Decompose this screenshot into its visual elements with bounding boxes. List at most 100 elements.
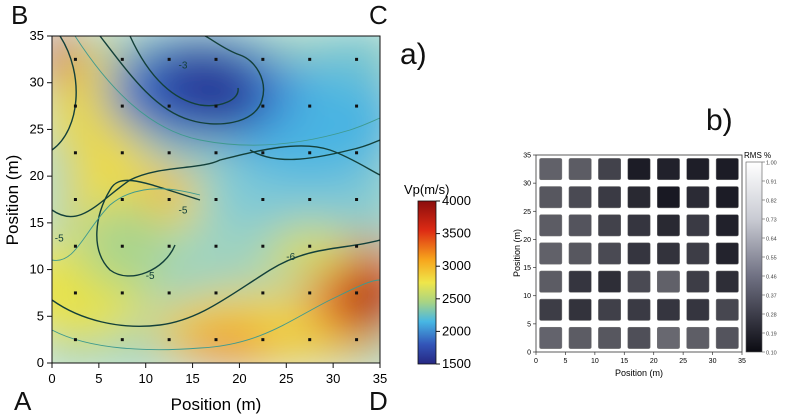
sample-point: [167, 104, 171, 108]
sample-point: [261, 151, 265, 155]
rms-colorbar-tick-label: 0.64: [766, 237, 777, 243]
rms-colorbar: [745, 161, 763, 353]
sample-point: [120, 291, 124, 295]
sample-point: [355, 57, 359, 61]
sample-point: [120, 198, 124, 201]
rms-cell: [656, 298, 680, 321]
sample-point: [73, 291, 77, 295]
rms-cell: [627, 326, 651, 349]
sample-point: [355, 198, 359, 201]
sample-point: [261, 104, 265, 108]
plot-frame: [51, 35, 381, 364]
y-tick-label: 5: [37, 308, 44, 323]
corner-label-top-right: C: [369, 0, 388, 30]
sample-point: [167, 338, 171, 342]
rms-cell: [715, 242, 739, 265]
contour-label: -6: [286, 252, 295, 263]
sample-point: [355, 151, 359, 155]
sample-point: [120, 244, 124, 248]
velocity-map-chart: -3-5-5-6-5 0 5 10 15 20 25 30 3505101520253035 …: [3, 28, 471, 414]
sample-point: [73, 57, 77, 61]
sample-point: [261, 198, 265, 201]
rms-y-tick-label: 35: [523, 153, 531, 160]
contour-label: -3: [179, 61, 188, 72]
rms-colorbar-tick-label: 1.00: [766, 161, 777, 167]
rms-cell: [568, 242, 592, 265]
y-axis-label: Position (m): [3, 155, 22, 246]
sample-point: [308, 198, 312, 201]
rms-cell: [627, 214, 651, 237]
rms-colorbar-tick-label: 0.28: [766, 313, 777, 319]
y-tick-label: 20: [30, 168, 44, 183]
rms-cell: [598, 158, 622, 181]
rms-colorbar-tick-label: 0.91: [766, 180, 777, 186]
rms-x-tick-label: 5: [563, 358, 567, 365]
rms-y-tick-label: 25: [523, 209, 531, 216]
rms-cell: [686, 242, 710, 265]
sample-point: [73, 338, 77, 342]
sample-point: [167, 291, 171, 295]
x-tick-label: 20: [232, 371, 246, 386]
sample-point: [214, 198, 218, 201]
colorbar-tick-label: 1500: [442, 356, 471, 371]
rms-x-tick-label: 35: [738, 358, 746, 365]
rms-colorbar-tick-label: 0.19: [766, 332, 777, 338]
y-tick-label: 35: [30, 28, 44, 43]
rms-cell: [627, 242, 651, 265]
sample-point: [308, 104, 312, 108]
rms-y-axis-label: Position (m): [512, 229, 522, 277]
sample-point: [355, 104, 359, 108]
colorbar-tick-label: 3500: [442, 226, 471, 241]
sample-point: [120, 151, 124, 155]
colorbar-tick-label: 2500: [442, 291, 471, 306]
sample-point: [214, 104, 218, 108]
sample-point: [167, 151, 171, 155]
sample-point: [355, 244, 359, 248]
rms-colorbar-tick-label: 0.10: [766, 351, 777, 357]
rms-cell: [598, 270, 622, 293]
rms-cell: [539, 186, 563, 209]
y-tick-label: 25: [30, 121, 44, 136]
rms-x-tick-label: 20: [650, 358, 658, 365]
rms-cell: [715, 326, 739, 349]
rms-cell: [598, 326, 622, 349]
velocity-field: -3 -5 -5 -6 -5: [52, 36, 380, 363]
rms-colorbar-tick-label: 0.55: [766, 256, 777, 262]
rms-cell: [656, 270, 680, 293]
sample-point: [308, 151, 312, 155]
sample-point: [355, 291, 359, 295]
contour-label: -5: [146, 271, 155, 282]
rms-cell: [656, 214, 680, 237]
rms-y-tick-label: 30: [523, 181, 531, 188]
colorbar-tick-label: 4000: [442, 193, 471, 208]
sample-point: [214, 338, 218, 342]
rms-cell: [568, 186, 592, 209]
rms-cell: [598, 298, 622, 321]
corner-label-bottom-right: D: [369, 386, 388, 416]
rms-cell: [656, 158, 680, 181]
y-tick-label: 30: [30, 75, 44, 90]
rms-cell: [539, 214, 563, 237]
rms-colorbar-tick-label: 0.46: [766, 275, 777, 281]
rms-y-tick-label: 0: [527, 350, 531, 357]
rms-cell: [598, 186, 622, 209]
rms-cell: [568, 326, 592, 349]
corner-label-bottom-left: A: [14, 386, 32, 416]
x-tick-label: 30: [326, 371, 340, 386]
sample-point: [308, 338, 312, 342]
sample-point: [214, 151, 218, 155]
sample-point: [120, 338, 124, 342]
sample-point: [167, 57, 171, 61]
rms-cell: [715, 186, 739, 209]
rms-x-tick-label: 15: [620, 358, 628, 365]
sample-point: [308, 57, 312, 61]
rms-colorbar-tick-label: 0.73: [766, 218, 777, 224]
rms-cell: [686, 326, 710, 349]
rms-x-tick-label: 0: [534, 358, 538, 365]
rms-x-tick-label: 30: [709, 358, 717, 365]
rms-colorbar-tick-label: 0.37: [766, 294, 777, 300]
contour-label: -5: [55, 234, 64, 245]
colorbar-label: Vp(m/s): [404, 182, 450, 197]
x-tick-label: 10: [138, 371, 152, 386]
sample-point: [214, 57, 218, 61]
